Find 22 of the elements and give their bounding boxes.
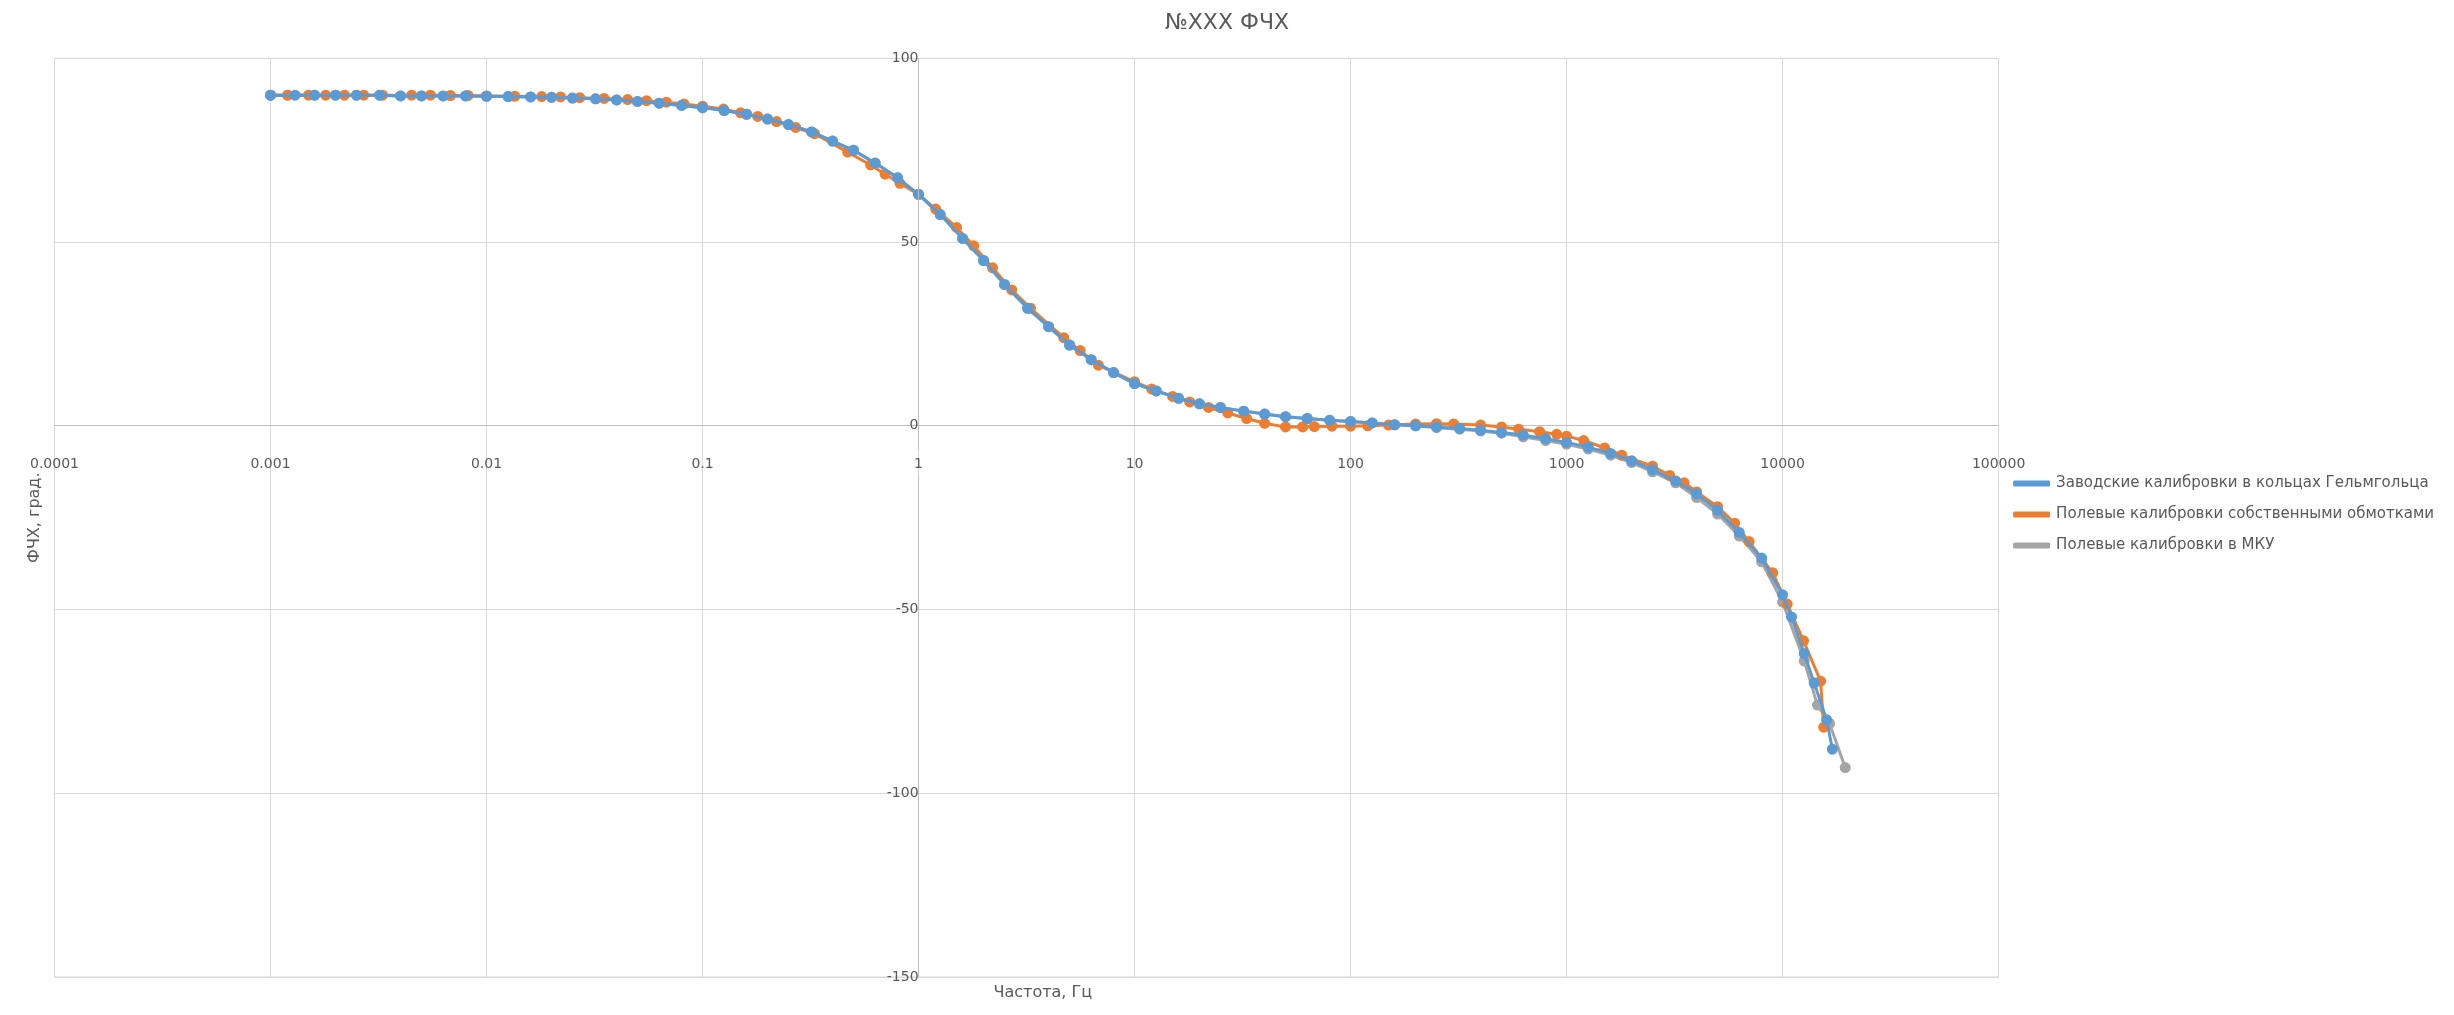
x-axis-title: Частота, Гц	[993, 982, 1093, 1002]
x-tick-label: 1	[914, 454, 923, 471]
x-tick-label: 10000	[1760, 454, 1805, 471]
legend-label: Заводские калибровки в кольцах Гельмгольца	[2056, 473, 2429, 492]
y-tick-label: 50	[900, 232, 919, 249]
legend-label: Полевые калибровки в МКУ	[2056, 535, 2275, 554]
x-tick-label: 100000	[1971, 454, 2026, 471]
y-tick-label: 0	[909, 416, 919, 433]
x-tick-label: 1000	[1548, 454, 1585, 471]
y-tick-label: -150	[886, 967, 919, 984]
chart-title: №XXX ФЧХ	[1163, 8, 1291, 36]
x-tick-label: 0.01	[470, 454, 503, 471]
x-tick-label: 0.001	[250, 454, 291, 471]
y-tick-label: -100	[886, 783, 919, 800]
y-tick-label: -50	[895, 600, 919, 617]
legend-label: Полевые калибровки собственными обмотками	[2056, 504, 2435, 523]
y-tick-label: 100	[891, 49, 919, 66]
x-tick-label: 0.1	[691, 454, 714, 471]
x-tick-label: 100	[1337, 454, 1364, 471]
y-axis-title: ФЧХ, град.	[23, 472, 43, 563]
x-tick-label: 0.0001	[29, 454, 79, 471]
x-tick-label: 10	[1125, 454, 1144, 471]
